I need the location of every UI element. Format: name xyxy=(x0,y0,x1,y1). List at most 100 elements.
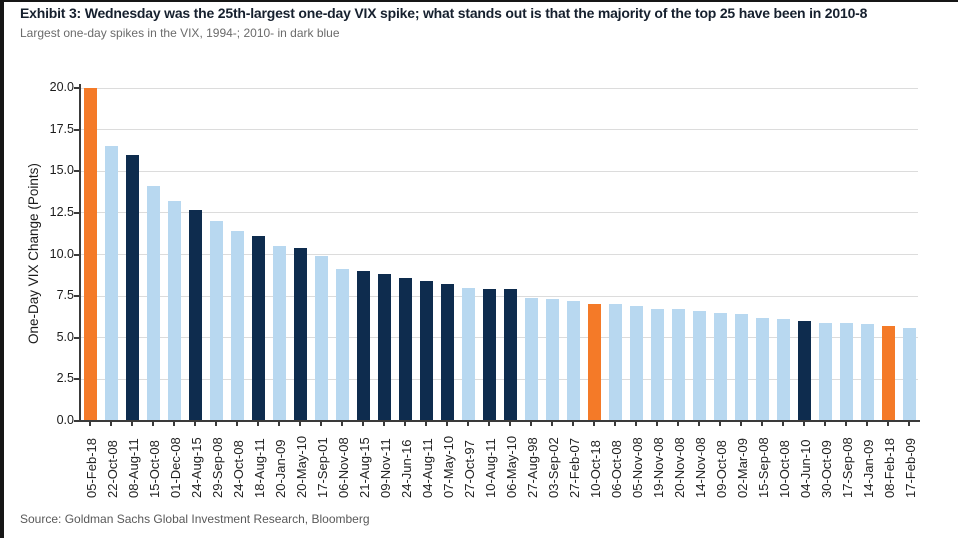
vix-spike-bar xyxy=(650,309,664,421)
y-tick-label: 10.0 xyxy=(49,246,74,261)
vix-spike-bar xyxy=(524,297,538,421)
vix-spike-bar xyxy=(629,306,643,421)
y-tick xyxy=(74,295,80,298)
x-tick xyxy=(782,421,784,426)
vix-spike-bar xyxy=(356,271,370,421)
vix-spike-bar xyxy=(209,221,223,421)
y-tick xyxy=(74,378,80,381)
x-axis-label: 09-Oct-08 xyxy=(714,440,729,498)
x-axis-label: 24-Jun-16 xyxy=(399,439,414,498)
x-axis-label: 18-Aug-11 xyxy=(252,438,267,498)
x-axis-label: 15-Sep-08 xyxy=(756,437,771,498)
x-tick xyxy=(194,421,196,426)
x-tick xyxy=(467,421,469,426)
vix-spike-bar xyxy=(314,256,328,421)
y-tick-label: 2.5 xyxy=(56,371,74,386)
x-tick xyxy=(362,421,364,426)
y-tick xyxy=(74,87,80,89)
left-border xyxy=(0,0,4,538)
x-axis-label: 10-Aug-11 xyxy=(483,438,498,498)
gridline xyxy=(81,87,918,89)
vix-spike-bar xyxy=(398,277,412,421)
y-tick xyxy=(74,253,80,256)
x-tick xyxy=(908,421,910,426)
y-tick-label: 7.5 xyxy=(56,288,74,303)
x-tick xyxy=(488,421,490,426)
x-axis-label: 03-Sep-02 xyxy=(546,437,561,498)
x-tick xyxy=(383,421,385,426)
x-axis-label: 08-Feb-18 xyxy=(882,438,897,498)
x-tick xyxy=(509,421,511,426)
x-tick xyxy=(530,421,532,426)
y-tick xyxy=(74,336,80,339)
vix-spike-bar xyxy=(818,322,832,421)
x-tick xyxy=(719,421,721,426)
x-axis-label: 20-May-10 xyxy=(294,435,309,498)
x-tick xyxy=(341,421,343,426)
x-tick xyxy=(887,421,889,426)
y-tick-label: 17.5 xyxy=(49,121,74,136)
x-axis-label: 06-Oct-08 xyxy=(609,440,624,498)
x-axis-label: 27-Aug-98 xyxy=(525,437,540,498)
x-axis-label: 08-Aug-11 xyxy=(126,438,141,498)
x-axis-label: 30-Oct-09 xyxy=(819,440,834,498)
gridline xyxy=(81,254,918,255)
vix-spike-bar xyxy=(545,299,559,421)
vix-spike-bar xyxy=(692,311,706,421)
x-tick xyxy=(446,421,448,426)
y-tick xyxy=(74,211,80,214)
vix-spike-bar xyxy=(293,247,307,421)
x-tick xyxy=(572,421,574,426)
vix-spike-bar xyxy=(272,246,286,421)
top-border xyxy=(0,0,958,2)
gridline xyxy=(81,295,918,297)
x-axis-label: 06-May-10 xyxy=(504,435,519,498)
source-note: Source: Goldman Sachs Global Investment … xyxy=(20,512,370,526)
vix-spike-bar xyxy=(734,314,748,421)
x-axis-label: 20-Nov-08 xyxy=(672,437,687,498)
x-tick xyxy=(257,421,259,426)
x-axis-label: 27-Feb-07 xyxy=(567,438,582,498)
x-axis-label: 05-Nov-08 xyxy=(630,437,645,498)
x-axis-label: 17-Feb-09 xyxy=(903,438,918,498)
gridline xyxy=(81,170,918,172)
x-axis-label: 07-May-10 xyxy=(441,435,456,498)
x-axis-label: 02-Mar-09 xyxy=(735,438,750,498)
vix-spike-bar xyxy=(902,327,916,421)
x-tick xyxy=(551,421,553,426)
y-tick-label: 20.0 xyxy=(49,80,74,94)
exhibit-subtitle: Largest one-day spikes in the VIX, 1994-… xyxy=(20,26,340,40)
vix-spike-bar xyxy=(839,322,853,421)
x-axis-label: 15-Oct-08 xyxy=(147,440,162,498)
y-tick xyxy=(74,420,80,422)
y-tick xyxy=(74,170,80,173)
x-axis-label: 21-Aug-15 xyxy=(357,437,372,498)
y-axis-line xyxy=(79,84,81,422)
x-tick xyxy=(761,421,763,426)
x-axis-label: 24-Oct-08 xyxy=(231,440,246,498)
x-tick xyxy=(131,421,133,426)
vix-spike-bar xyxy=(776,319,790,421)
x-tick xyxy=(173,421,175,426)
x-axis-label: 24-Aug-15 xyxy=(189,437,204,498)
x-axis-label: 10-Oct-18 xyxy=(588,440,603,498)
x-tick xyxy=(152,421,154,426)
x-axis-label: 14-Jan-09 xyxy=(861,439,876,498)
x-axis-label: 05-Feb-18 xyxy=(84,438,99,498)
y-tick-label: 0.0 xyxy=(56,413,74,427)
x-tick xyxy=(803,421,805,426)
x-tick xyxy=(215,421,217,426)
vix-spike-bar xyxy=(461,287,475,421)
vix-spike-bar xyxy=(797,321,811,421)
vix-spike-bar xyxy=(188,209,202,421)
x-tick xyxy=(110,421,112,426)
x-tick xyxy=(425,421,427,426)
gridline xyxy=(81,378,918,380)
vix-spike-bar xyxy=(755,317,769,421)
vix-spike-bar xyxy=(146,186,160,421)
x-tick xyxy=(740,421,742,426)
x-tick xyxy=(320,421,322,426)
vix-spike-bar xyxy=(335,269,349,421)
y-tick-label: 15.0 xyxy=(49,163,74,178)
vix-spike-bar xyxy=(419,281,433,421)
